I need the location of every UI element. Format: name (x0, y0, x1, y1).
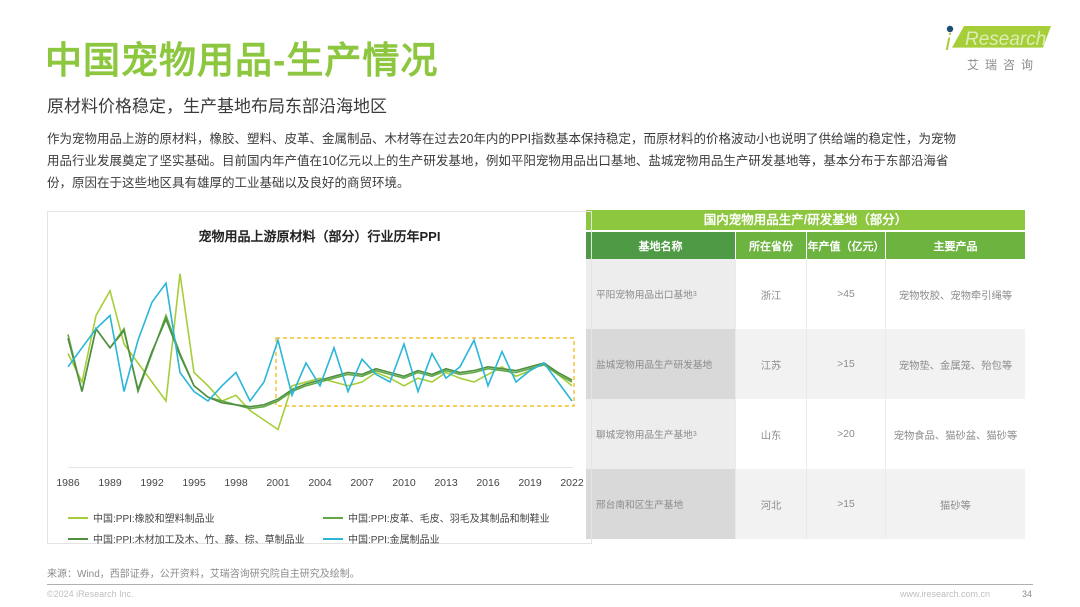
svg-text:1992: 1992 (140, 477, 164, 489)
svg-text:2001: 2001 (266, 477, 290, 489)
svg-text:2022: 2022 (560, 477, 584, 489)
svg-text:i: i (946, 29, 952, 55)
svg-text:2019: 2019 (518, 477, 542, 489)
svg-text:2016: 2016 (476, 477, 500, 489)
svg-text:1989: 1989 (98, 477, 122, 489)
svg-text:2007: 2007 (350, 477, 374, 489)
svg-text:2010: 2010 (392, 477, 416, 489)
svg-text:1998: 1998 (224, 477, 248, 489)
svg-text:Research: Research (965, 29, 1046, 50)
svg-text:2013: 2013 (434, 477, 458, 489)
svg-text:1995: 1995 (182, 477, 206, 489)
svg-text:1986: 1986 (56, 477, 80, 489)
svg-text:2004: 2004 (308, 477, 332, 489)
